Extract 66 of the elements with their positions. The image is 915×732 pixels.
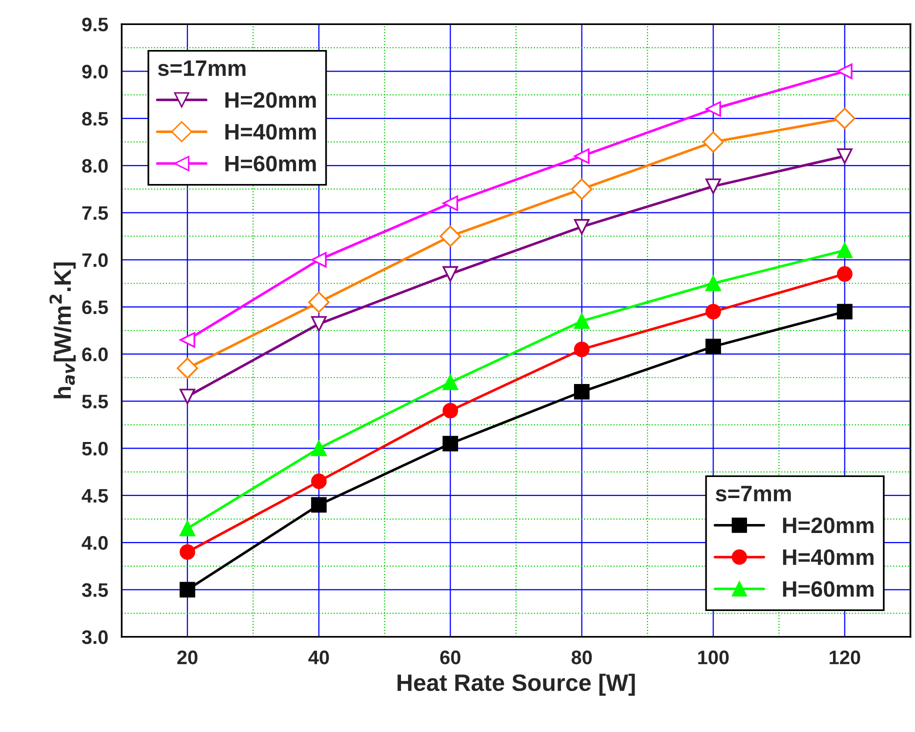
point [442,436,458,452]
point [180,520,196,536]
point [705,101,722,117]
y-tick-label: 8.0 [82,159,108,173]
x-axis-title: Heat Rate Source [W] [398,674,635,696]
point [574,342,590,358]
point [574,313,590,329]
y-tick-label: 6.0 [82,348,108,362]
legend-label: H=40mm [783,549,874,566]
point [442,374,458,390]
point [311,440,327,456]
point [440,226,461,247]
x-tick-label: 20 [177,650,198,664]
point [442,195,458,212]
y-tick-label: 9.5 [82,18,108,32]
point [180,582,196,598]
text: s=17mm [158,60,246,76]
point [705,178,722,194]
point [180,388,196,404]
point [442,402,458,418]
x-tick-label: 60 [440,650,460,664]
point [574,219,590,235]
point [836,242,852,258]
legend-label: H=20mm [783,518,874,534]
x-tick-label: 120 [830,650,860,664]
point [176,358,198,379]
y-tick-label: 6.5 [82,300,108,314]
point [705,338,722,354]
x-tick-label: 40 [308,650,329,664]
point [834,108,856,130]
y-tick-label: 8.5 [82,112,108,126]
y-tick-label: 3.5 [82,583,108,597]
point [180,332,196,348]
legend-label: H=20mm [225,92,316,108]
legend-label: H=40mm [225,124,316,140]
point [311,252,327,268]
point [574,384,590,400]
y-tick-label: 3.0 [82,630,108,644]
y-tick-label: 7.5 [82,206,108,220]
point [836,64,852,80]
point [705,304,722,320]
y-tick-label: 4.0 [82,536,108,550]
legend-label: H=60mm [225,156,316,172]
y-tick-label: 5.5 [82,394,108,408]
point [702,131,724,153]
y-tick-label: 9.0 [82,64,108,79]
point [311,316,327,332]
y-tick-label: 7.0 [82,253,108,268]
point [836,266,852,282]
point [311,474,327,490]
y-tick-label: 5.0 [82,442,108,456]
point [836,304,852,320]
text: s=7mm [716,486,791,502]
point [574,148,590,164]
point [571,178,592,200]
x-tick-label: 100 [698,650,729,664]
point [308,292,330,313]
point [180,544,196,560]
x-tick-label: 80 [572,650,592,664]
point [311,497,327,513]
point [705,276,722,292]
point [836,148,852,164]
point [442,266,458,282]
y-tick-label: 4.5 [82,489,108,503]
y-axis-title: h$_{av}$[W/m$^{2}$.K] [49,262,76,398]
legend-label: H=60mm [783,581,874,597]
